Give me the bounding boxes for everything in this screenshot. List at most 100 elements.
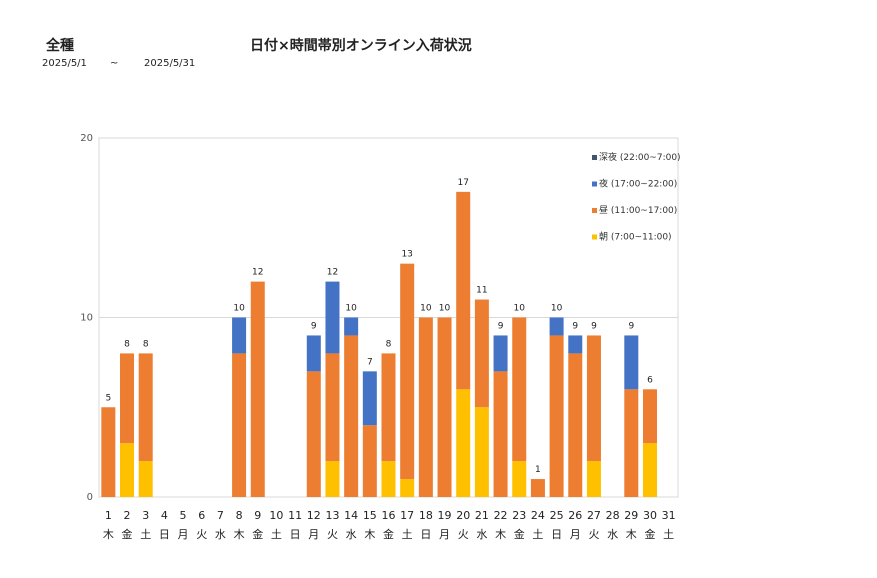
bar-segment-29-s1 [624,389,639,497]
legend-label: 朝 (7:00~11:00) [599,232,672,243]
x-weekday-label: 火 [588,528,599,541]
bar-segment-8-s1 [232,353,247,497]
x-tick-label: 8 [236,509,243,522]
bar-segment-25-s2 [549,317,564,336]
x-tick-label: 10 [269,509,283,522]
x-weekday-label: 土 [532,528,543,541]
bar-segment-27-s1 [586,335,601,462]
bar-segment-15-s2 [362,371,377,426]
x-weekday-label: 土 [402,528,413,541]
x-tick-label: 28 [606,509,620,522]
x-tick-label: 27 [587,509,601,522]
x-tick-label: 30 [643,509,657,522]
legend-swatch [592,208,597,213]
data-label: 9 [498,321,504,331]
bar-segment-20-s1 [456,191,471,390]
x-tick-label: 12 [307,509,321,522]
x-weekday-label: 金 [252,527,263,541]
x-tick-label: 15 [363,509,377,522]
y-tick-label: 20 [80,133,93,144]
x-weekday-label: 土 [663,528,674,541]
x-weekday-label: 木 [626,528,637,541]
x-tick-label: 9 [254,509,261,522]
data-label: 17 [457,178,468,188]
data-label: 8 [124,339,130,349]
x-tick-label: 2 [124,509,131,522]
data-label: 12 [327,268,338,278]
x-weekday-label: 水 [607,528,618,541]
x-weekday-label: 月 [439,528,450,541]
x-weekday-label: 木 [495,528,506,541]
y-tick-label: 0 [87,492,93,503]
bar-segment-9-s1 [250,281,265,497]
x-weekday-label: 木 [364,528,375,541]
bar-segment-1-s1 [101,407,116,497]
data-label: 1 [535,465,541,475]
x-weekday-label: 日 [420,528,431,541]
x-weekday-label: 金 [122,527,133,541]
bar-segment-8-s2 [232,317,247,354]
bar-segment-21-s0 [474,407,489,497]
x-tick-label: 14 [344,509,358,522]
x-weekday-label: 金 [644,527,655,541]
bar-segment-3-s1 [138,353,153,462]
bar-segment-17-s1 [400,263,415,480]
x-weekday-label: 月 [570,528,581,541]
date-separator: ~ [110,58,119,69]
bar-segment-29-s2 [624,335,639,390]
bar-segment-22-s2 [493,335,508,372]
x-weekday-label: 火 [327,528,338,541]
x-weekday-label: 水 [476,528,487,541]
x-weekday-label: 木 [234,528,245,541]
x-tick-label: 5 [180,509,187,522]
bar-segment-30-s1 [642,389,657,444]
x-weekday-label: 火 [458,528,469,541]
data-label: 6 [647,375,653,385]
y-tick-label: 10 [80,313,93,324]
bar-segment-12-s2 [306,335,321,372]
x-tick-label: 24 [531,509,545,522]
data-label: 9 [628,321,634,331]
x-tick-label: 21 [475,509,489,522]
bar-segment-3-s0 [138,461,153,497]
x-tick-label: 18 [419,509,433,522]
x-weekday-label: 水 [346,528,357,541]
x-tick-label: 4 [161,509,168,522]
bar-segment-25-s1 [549,335,564,497]
x-tick-label: 13 [325,509,339,522]
data-label: 10 [439,304,451,314]
bar-segment-14-s2 [344,317,359,336]
bar-segment-13-s0 [325,461,340,497]
category-label: 全種 [46,38,74,54]
x-weekday-label: 土 [140,528,151,541]
legend-swatch [592,155,597,160]
bar-segment-12-s1 [306,371,321,497]
bar-segment-16-s0 [381,461,396,497]
legend-label: 深夜 (22:00~7:00) [599,151,681,163]
data-label: 8 [143,339,149,349]
bar-segment-2-s1 [120,353,135,444]
data-label: 8 [386,339,392,349]
bar-segment-2-s0 [120,443,135,497]
x-weekday-label: 日 [159,528,170,541]
x-tick-label: 19 [438,509,452,522]
x-tick-label: 16 [382,509,396,522]
data-label: 5 [105,393,111,403]
x-tick-label: 6 [198,509,205,522]
bar-segment-26-s1 [568,353,583,497]
x-weekday-label: 火 [196,528,207,541]
bar-segment-30-s0 [642,443,657,497]
x-weekday-label: 金 [514,527,525,541]
data-label: 10 [233,304,245,314]
legend-label: 夜 (17:00~22:00) [599,178,677,190]
data-label: 12 [252,268,263,278]
x-tick-label: 11 [288,509,302,522]
date-to: 2025/5/31 [144,58,196,69]
x-tick-label: 23 [512,509,526,522]
x-tick-label: 3 [142,509,149,522]
data-label: 7 [367,357,373,367]
x-tick-label: 17 [400,509,414,522]
x-tick-label: 7 [217,509,224,522]
x-weekday-label: 水 [215,528,226,541]
